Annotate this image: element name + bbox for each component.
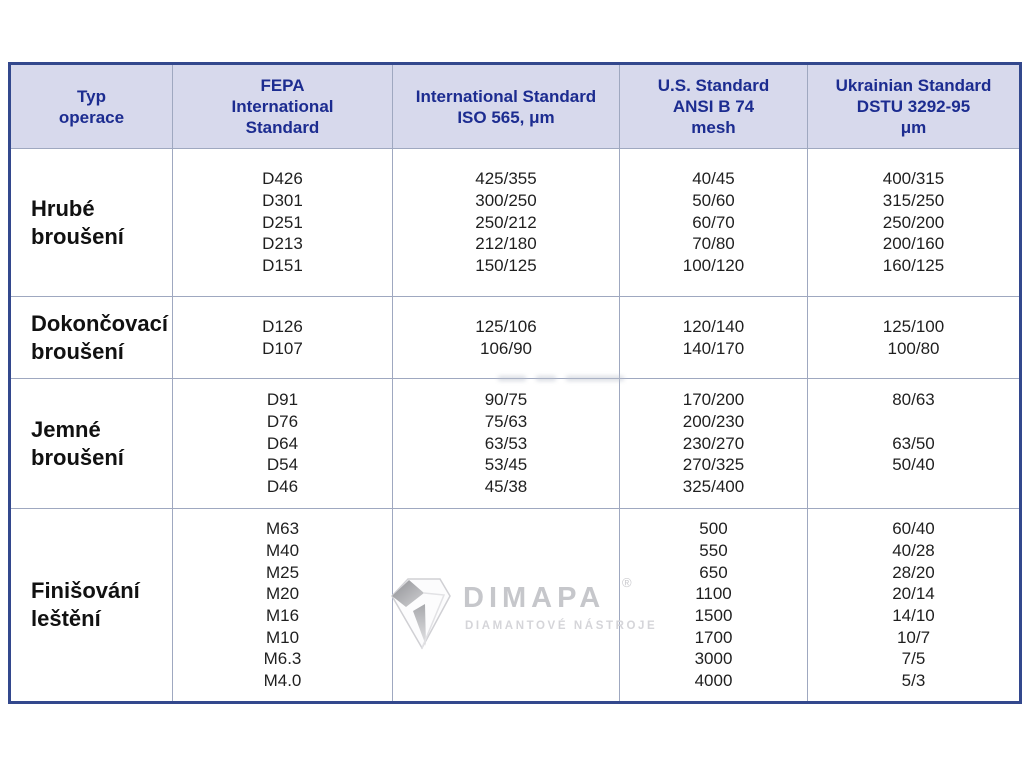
header-typ-operace: Typ operace — [11, 65, 173, 149]
us-mesh-values-row4: 500 550 650 1100 1500 1700 3000 4000 — [620, 509, 808, 701]
operation-label-dokoncovaci-brouseni: Dokončovací broušení — [11, 297, 173, 379]
fepa-values-row4: M63 M40 M25 M20 M16 M10 M6.3 M4.0 — [173, 509, 393, 701]
fepa-values-row2: D126 D107 — [173, 297, 393, 379]
iso-values-row2: 125/106 106/90 — [393, 297, 620, 379]
ukr-values-row1: 400/315 315/250 250/200 200/160 160/125 — [808, 149, 1019, 297]
operation-label-hrube-brouseni: Hrubé broušení — [11, 149, 173, 297]
ukr-values-row4: 60/40 40/28 28/20 20/14 14/10 10/7 7/5 5… — [892, 519, 935, 691]
us-mesh-values-row1: 40/45 50/60 60/70 70/80 100/120 — [620, 149, 808, 297]
fepa-values-row3: D91 D76 D64 D54 D46 — [173, 379, 393, 509]
ukr-values-row3: 80/63 63/50 50/40 — [808, 379, 1019, 509]
iso-values-row4 — [393, 509, 620, 701]
grit-size-conversion-table: Typ operace FEPA International Standard … — [8, 62, 1022, 704]
ukr-values-row2: 125/100 100/80 — [808, 297, 1019, 379]
header-iso-standard: International Standard ISO 565, μm — [393, 65, 620, 149]
fepa-values-row1: D426 D301 D251 D213 D151 — [173, 149, 393, 297]
iso-values-row3: 90/75 75/63 63/53 53/45 45/38 — [393, 379, 620, 509]
us-mesh-values-row3: 170/200 200/230 230/270 270/325 325/400 — [620, 379, 808, 509]
operation-label-jemne-brouseni: Jemné broušení — [11, 379, 173, 509]
watermark-remnant — [498, 372, 648, 385]
operation-label-finisovani-lesteni: Finišování leštění — [11, 509, 173, 701]
us-mesh-values-row2: 120/140 140/170 — [620, 297, 808, 379]
iso-values-row1: 425/355 300/250 250/212 212/180 150/125 — [393, 149, 620, 297]
header-us-standard: U.S. Standard ANSI B 74 mesh — [620, 65, 808, 149]
header-ukrainian-standard: Ukrainian Standard DSTU 3292-95 μm — [808, 65, 1019, 149]
header-fepa-standard: FEPA International Standard — [173, 65, 393, 149]
